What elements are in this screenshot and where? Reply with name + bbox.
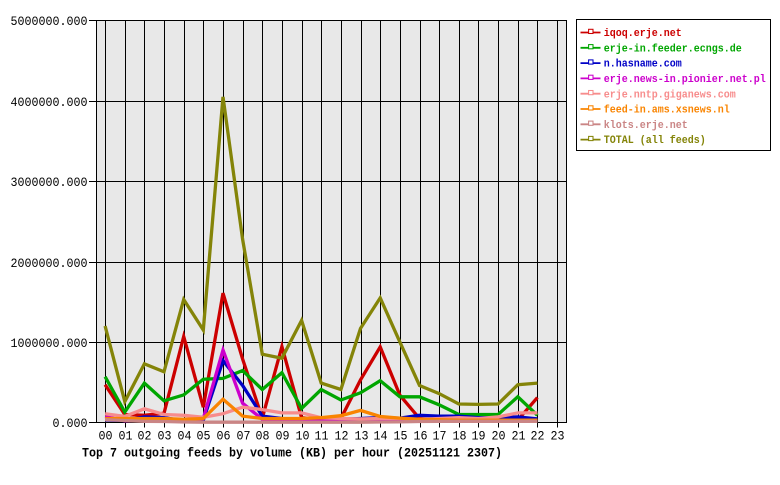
svg-text:4000000.000: 4000000.000 <box>11 95 88 110</box>
svg-text:08: 08 <box>256 429 270 444</box>
svg-text:10: 10 <box>296 429 310 444</box>
svg-text:3000000.000: 3000000.000 <box>11 175 88 190</box>
svg-text:21: 21 <box>512 429 526 444</box>
svg-text:03: 03 <box>158 429 172 444</box>
svg-text:05: 05 <box>197 429 211 444</box>
svg-text:19: 19 <box>472 429 486 444</box>
svg-text:2000000.000: 2000000.000 <box>11 256 88 271</box>
svg-text:erje.nntp.giganews.com: erje.nntp.giganews.com <box>604 89 736 101</box>
svg-text:18: 18 <box>453 429 467 444</box>
svg-text:Top 7 outgoing feeds by volume: Top 7 outgoing feeds by volume (KB) per … <box>82 446 502 461</box>
svg-text:feed-in.ams.xsnews.nl: feed-in.ams.xsnews.nl <box>604 105 730 117</box>
svg-text:TOTAL (all feeds): TOTAL (all feeds) <box>604 135 706 147</box>
svg-text:11: 11 <box>315 429 329 444</box>
svg-text:07: 07 <box>237 429 251 444</box>
svg-text:23: 23 <box>551 429 565 444</box>
svg-text:erje.news-in.pionier.net.pl: erje.news-in.pionier.net.pl <box>604 74 766 86</box>
svg-text:14: 14 <box>374 429 388 444</box>
svg-text:1000000.000: 1000000.000 <box>11 336 88 351</box>
svg-text:17: 17 <box>433 429 447 444</box>
svg-text:02: 02 <box>138 429 152 444</box>
svg-text:00: 00 <box>99 429 113 444</box>
svg-text:n.hasname.com: n.hasname.com <box>604 59 682 71</box>
svg-text:erje-in.feeder.ecngs.de: erje-in.feeder.ecngs.de <box>604 43 742 55</box>
svg-text:16: 16 <box>414 429 428 444</box>
svg-text:0.000: 0.000 <box>53 416 88 431</box>
svg-text:22: 22 <box>531 429 545 444</box>
svg-text:20: 20 <box>492 429 506 444</box>
svg-text:06: 06 <box>217 429 231 444</box>
svg-text:iqoq.erje.net: iqoq.erje.net <box>604 28 682 40</box>
svg-text:09: 09 <box>276 429 290 444</box>
svg-text:01: 01 <box>119 429 133 444</box>
svg-text:12: 12 <box>335 429 349 444</box>
svg-text:13: 13 <box>355 429 369 444</box>
svg-text:klots.erje.net: klots.erje.net <box>604 120 688 132</box>
svg-text:15: 15 <box>394 429 408 444</box>
svg-text:04: 04 <box>178 429 192 444</box>
svg-text:5000000.000: 5000000.000 <box>11 14 88 29</box>
